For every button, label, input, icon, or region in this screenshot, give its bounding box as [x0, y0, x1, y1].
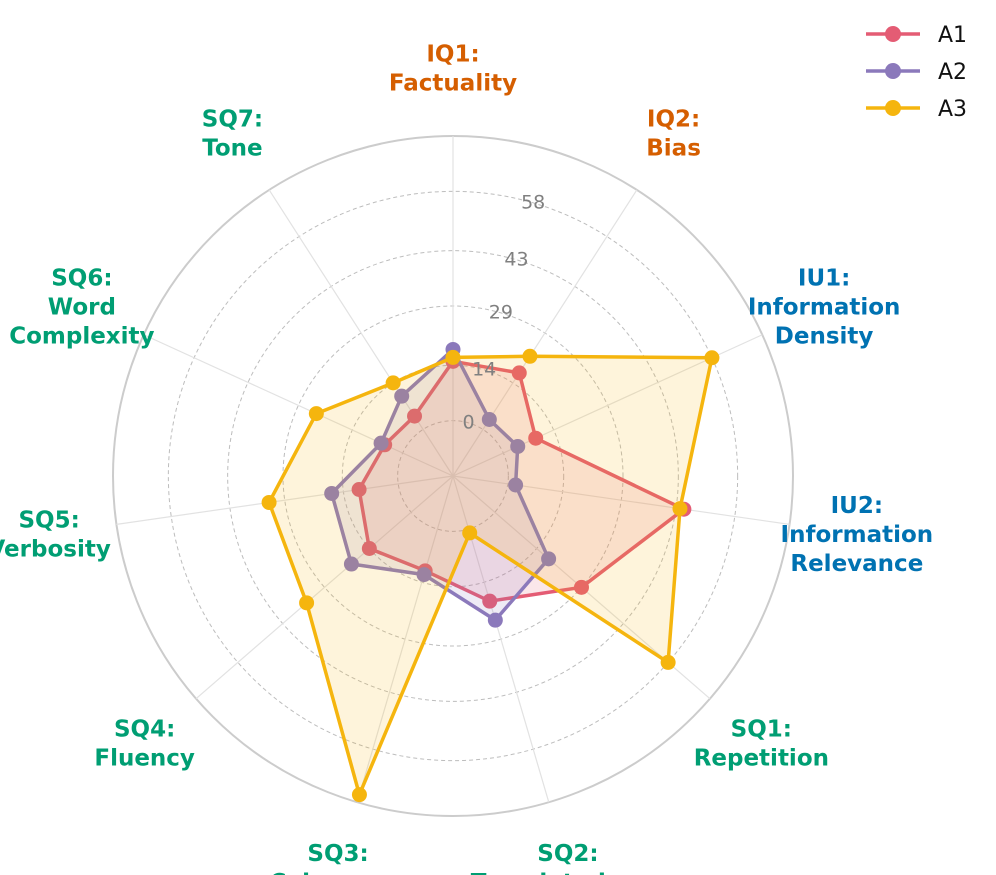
point-a2-2: [510, 438, 526, 454]
spoke-7: [195, 475, 454, 700]
grid-ring-3: [227, 250, 679, 702]
axis-label-layer: IQ1: Factuality IQ2: Bias IU1: Information Den…: [0, 42, 933, 875]
axis-label-2: IU1: Information Density: [748, 266, 901, 350]
series-fill-a3: [269, 356, 712, 795]
point-a2-9: [373, 435, 389, 451]
axis-label-9-line-1: Word: [48, 295, 116, 321]
series-line-a3: [267, 354, 714, 797]
point-a1-2: [528, 430, 544, 446]
point-a1-5: [482, 593, 498, 609]
axis-label-5-line-0: SQ2:: [537, 841, 598, 867]
point-a3-9: [308, 406, 324, 422]
axis-label-8-line-1: Verbosity: [0, 537, 111, 563]
axis-label-1-line-1: Bias: [646, 135, 701, 161]
point-a1-1: [511, 365, 527, 381]
axis-label-8: SQ5: Verbosity: [0, 508, 111, 563]
point-a2-8: [324, 485, 340, 501]
axis-label-6: SQ3: Coherence: [269, 841, 406, 875]
axis-label-3-line-1: Information: [781, 522, 934, 548]
axis-label-10-line-1: Tone: [202, 135, 262, 161]
point-a1-4: [573, 579, 589, 595]
spoke-10: [268, 189, 454, 477]
legend-marker-a3: [885, 100, 901, 116]
tick-label-0: 0: [463, 411, 475, 433]
tick-label-1: 14: [472, 358, 496, 380]
tick-label-2: 29: [489, 301, 513, 323]
legend: A1 A2 A3: [866, 23, 967, 122]
legend-marker-a2: [885, 63, 901, 79]
axis-label-0-line-1: Factuality: [389, 71, 517, 97]
axis-label-3-line-2: Relevance: [790, 551, 923, 577]
point-a2-5: [487, 612, 503, 628]
point-a3-0: [445, 349, 461, 365]
axis-label-10: SQ7: Tone: [202, 106, 263, 161]
axis-label-2-line-2: Density: [775, 324, 874, 350]
point-a2-10: [394, 388, 410, 404]
legend-entry-a2[interactable]: A2: [866, 60, 967, 85]
axis-label-9-line-2: Complexity: [9, 324, 154, 350]
axis-label-10-line-0: SQ7:: [202, 106, 263, 132]
axis-label-7-line-1: Fluency: [94, 746, 195, 772]
point-a2-6: [416, 567, 432, 583]
axis-label-0: IQ1: Factuality: [389, 42, 517, 97]
axis-label-1: IQ2: Bias: [646, 106, 701, 161]
legend-label-a3: A3: [938, 97, 967, 122]
axis-label-3-line-0: IU2:: [831, 493, 883, 519]
point-a3-3: [672, 501, 688, 517]
axis-label-3: IU2: Information Relevance: [781, 493, 934, 577]
axis-label-4-line-1: Repetition: [694, 746, 829, 772]
legend-entry-a3[interactable]: A3: [866, 97, 967, 122]
tick-label-3: 43: [504, 248, 528, 270]
point-a3-6: [351, 787, 367, 803]
point-a1-8: [351, 482, 367, 498]
axis-label-4-line-0: SQ1:: [731, 717, 792, 743]
point-a3-4: [660, 654, 676, 670]
axis-label-7-line-0: SQ4:: [114, 717, 175, 743]
point-a1-7: [361, 540, 377, 556]
axis-label-0-line-0: IQ1:: [426, 42, 479, 68]
axis-label-5: SQ2: Templatedness: [471, 841, 665, 875]
point-a3-10: [385, 375, 401, 391]
axis-label-8-line-0: SQ5:: [18, 508, 79, 534]
point-a1-10: [407, 408, 423, 424]
point-a2-4: [541, 551, 557, 567]
axis-label-5-line-1: Templatedness: [471, 870, 665, 875]
tick-layer: 0 14 29 43 58: [463, 191, 546, 433]
spoke-8: [116, 475, 454, 525]
legend-entry-a1[interactable]: A1: [866, 23, 967, 48]
axis-label-9-line-0: SQ6:: [51, 266, 112, 292]
series-fill-a2: [331, 349, 549, 621]
spoke-9: [143, 334, 454, 477]
point-a3-8: [261, 494, 277, 510]
axis-label-6-line-1: Coherence: [269, 870, 406, 875]
axis-label-2-line-1: Information: [748, 295, 901, 321]
legend-label-a2: A2: [938, 60, 967, 85]
axis-label-7: SQ4: Fluency: [94, 717, 195, 772]
spoke-1: [452, 189, 638, 477]
tick-label-4: 58: [521, 191, 545, 213]
axis-label-6-line-0: SQ3:: [307, 841, 368, 867]
point-a3-2: [704, 350, 720, 366]
point-a3-7: [299, 595, 315, 611]
point-a2-7: [343, 556, 359, 572]
axis-label-1-line-0: IQ2:: [647, 106, 700, 132]
axis-label-9: SQ6: Word Complexity: [9, 266, 154, 350]
spoke-6: [356, 475, 454, 803]
series-layer: [261, 341, 720, 803]
axis-label-4: SQ1: Repetition: [694, 717, 829, 772]
point-a3-1: [522, 348, 538, 364]
point-a2-1: [481, 411, 497, 427]
legend-marker-a1: [885, 26, 901, 42]
point-a3-5: [462, 525, 478, 541]
axis-label-2-line-0: IU1:: [798, 266, 850, 292]
legend-label-a1: A1: [938, 23, 967, 48]
point-a2-3: [508, 477, 524, 493]
